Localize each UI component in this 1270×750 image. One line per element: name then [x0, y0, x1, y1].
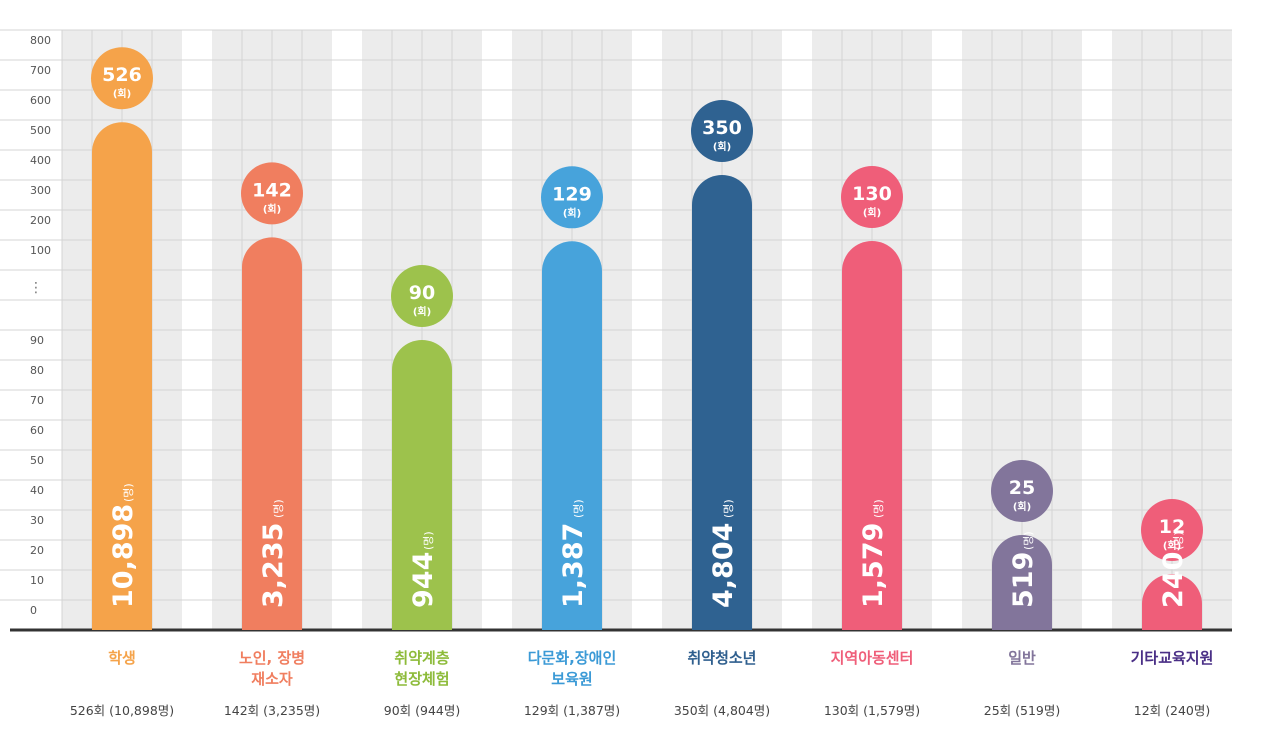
people-label-group: 1,387 (명) — [558, 499, 589, 608]
sessions-unit-label: (회) — [1163, 539, 1181, 552]
bar-4 — [542, 241, 602, 630]
sessions-bubble — [991, 460, 1053, 522]
bar-1 — [92, 122, 152, 630]
bar-2 — [242, 237, 302, 630]
grid — [0, 29, 1232, 630]
bar-8 — [1142, 574, 1202, 630]
sessions-bubble — [541, 166, 603, 229]
y-tick-label: 10 — [30, 574, 44, 587]
y-tick-label: 50 — [30, 454, 44, 467]
sessions-value-label: 25 — [1009, 477, 1035, 499]
y-tick-label: 20 — [30, 544, 44, 557]
people-value-label: 944 — [408, 552, 439, 608]
people-unit-label: (명) — [572, 499, 585, 518]
people-value-label: 4,804 — [708, 523, 739, 608]
y-tick-label: 600 — [30, 94, 51, 107]
y-tick-label: 40 — [30, 484, 44, 497]
summary-label: 25회 (519명) — [984, 703, 1061, 718]
summary-label: 129회 (1,387명) — [524, 703, 620, 718]
sessions-bubble — [691, 100, 753, 162]
sessions-unit-label: (회) — [413, 305, 431, 318]
sessions-unit-label: (회) — [263, 202, 281, 215]
people-unit-label: (명) — [1172, 531, 1185, 550]
y-tick-label: 60 — [30, 424, 44, 437]
category-label: 지역아동센터 — [831, 649, 914, 667]
people-unit-label: (명) — [122, 483, 135, 502]
sessions-bubble — [241, 162, 303, 225]
category-label: 기타교육지원 — [1131, 649, 1214, 667]
people-label-group: 519 (명) — [1008, 531, 1039, 608]
bars: 526(회)10,898(명)142(회)3,235(명)90(회)944(명)… — [91, 47, 1203, 630]
people-label-group: 3,235 (명) — [258, 499, 289, 608]
sessions-bubble — [91, 47, 153, 110]
people-value-label: 1,579 — [858, 523, 889, 608]
bar-5 — [692, 175, 752, 630]
summary-label: 350회 (4,804명) — [674, 703, 770, 718]
bar-7 — [992, 535, 1052, 630]
sessions-value-label: 12 — [1159, 516, 1185, 538]
summary-label: 12회 (240명) — [1134, 703, 1211, 718]
category-label: 취약청소년 — [687, 649, 756, 667]
sessions-unit-label: (회) — [113, 87, 131, 100]
sessions-value-label: 142 — [252, 179, 292, 201]
y-tick-label: 70 — [30, 394, 44, 407]
summary-label: 90회 (944명) — [384, 703, 461, 718]
y-tick-label: 80 — [30, 364, 44, 377]
people-unit-label: (명) — [1022, 531, 1035, 550]
category-label: 취약계층 — [394, 649, 449, 667]
people-label-group: 4,804 (명) — [708, 499, 739, 608]
sessions-bubble — [841, 166, 903, 228]
summary-label: 142회 (3,235명) — [224, 703, 320, 718]
y-tick-label: 0 — [30, 604, 37, 617]
summary-label: 130회 (1,579명) — [824, 703, 920, 718]
people-label-group: 10,898 (명) — [108, 483, 139, 608]
people-value-label: 240 — [1158, 552, 1189, 608]
category-label: 다문화,장애인 — [528, 649, 617, 667]
sessions-bubble — [391, 265, 453, 327]
people-label-group: 1,579 (명) — [858, 499, 889, 608]
category-label: 학생 — [108, 649, 136, 667]
sessions-value-label: 526 — [102, 64, 142, 86]
sessions-value-label: 350 — [702, 117, 742, 139]
y-tick-label: 800 — [30, 34, 51, 47]
sessions-unit-label: (회) — [1013, 500, 1031, 513]
sessions-unit-label: (회) — [563, 206, 581, 219]
people-value-label: 1,387 — [558, 523, 589, 608]
y-tick-label: 30 — [30, 514, 44, 527]
bar-6 — [842, 241, 902, 630]
y-tick-label: 90 — [30, 334, 44, 347]
category-label: 노인, 장병 — [239, 649, 305, 667]
y-tick-label: 200 — [30, 214, 51, 227]
people-value-label: 519 — [1008, 552, 1039, 608]
y-tick-label: 500 — [30, 124, 51, 137]
y-axis-break-label: ⋮ — [29, 280, 43, 296]
people-unit-label: (명) — [422, 531, 435, 550]
category-label: 현장체험 — [394, 670, 449, 688]
people-label-group: 944 (명) — [408, 531, 439, 608]
category-label: 재소자 — [251, 670, 293, 688]
sessions-unit-label: (회) — [713, 140, 731, 153]
y-tick-label: 100 — [30, 244, 51, 257]
sessions-value-label: 129 — [552, 183, 592, 205]
sessions-value-label: 130 — [852, 183, 892, 205]
people-value-label: 10,898 — [108, 504, 139, 608]
people-unit-label: (명) — [272, 499, 285, 518]
category-label: 일반 — [1008, 649, 1036, 667]
sessions-value-label: 90 — [409, 282, 435, 304]
category-label: 보육원 — [551, 670, 592, 688]
summary-label: 526회 (10,898명) — [70, 703, 174, 718]
y-tick-label: 700 — [30, 64, 51, 77]
bar-3 — [392, 340, 452, 630]
sessions-bubble — [1141, 499, 1203, 561]
people-value-label: 3,235 — [258, 523, 289, 608]
y-tick-label: 400 — [30, 154, 51, 167]
y-tick-label: 300 — [30, 184, 51, 197]
people-unit-label: (명) — [722, 499, 735, 518]
people-unit-label: (명) — [872, 499, 885, 518]
sessions-unit-label: (회) — [863, 206, 881, 219]
people-label-group: 240 (명) — [1158, 531, 1189, 608]
